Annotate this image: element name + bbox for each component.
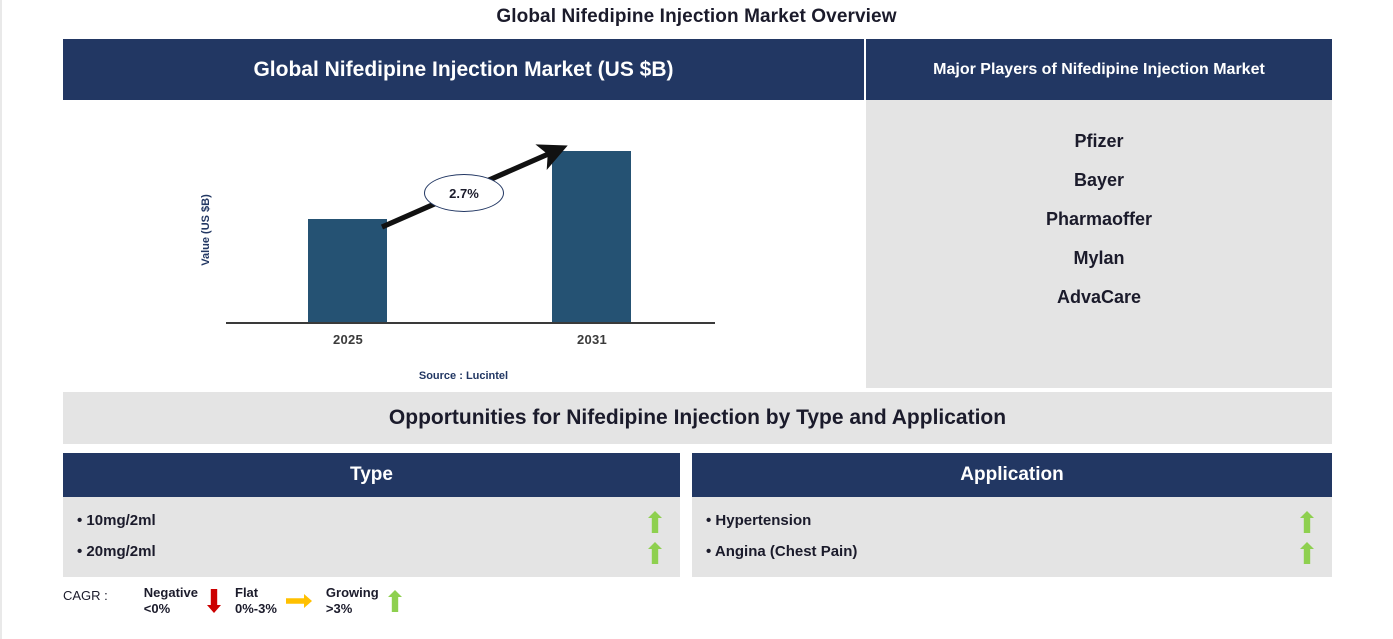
list-item: Pharmaoffer [1045, 209, 1153, 229]
list-item: Pfizer [1074, 131, 1124, 151]
cagr-legend-title: CAGR : [63, 588, 108, 603]
table-row: • 10mg/2ml [63, 505, 680, 536]
chart-tick-label-2031: 2031 [576, 332, 608, 347]
type-row-label: • 10mg/2ml [77, 512, 156, 529]
list-item: AdvaCare [1056, 287, 1142, 307]
arrow-up-green-icon [387, 588, 402, 614]
application-table-body: • Hypertension • Angina (Chest Pain) [692, 497, 1332, 577]
chart-x-axis [226, 322, 715, 324]
arrow-up-green-icon [1300, 540, 1314, 566]
application-table-header-label: Application [960, 464, 1064, 485]
chart-panel-body [63, 100, 864, 388]
table-row: • 20mg/2ml [63, 536, 680, 567]
players-panel-body: Pfizer Bayer Pharmaoffer Mylan AdvaCare [866, 100, 1332, 388]
opportunities-banner: Opportunities for Nifedipine Injection b… [63, 392, 1332, 444]
application-row-label: • Hypertension [706, 512, 812, 529]
players-panel-header: Major Players of Nifedipine Injection Ma… [866, 39, 1332, 100]
chart-source-note: Source : Lucintel [418, 370, 509, 382]
arrow-down-red-icon [207, 588, 221, 614]
arrow-up-green-icon [648, 509, 662, 535]
type-table-body: • 10mg/2ml • 20mg/2ml [63, 497, 680, 577]
cagr-legend-negative-name: Negative [143, 585, 198, 600]
cagr-legend-item-flat: Flat 0%-3% [235, 585, 312, 617]
cagr-legend-flat-name: Flat [235, 585, 259, 600]
cagr-legend-item-negative: Negative <0% [144, 585, 221, 617]
cagr-legend-flat-range: 0%-3% [235, 600, 277, 616]
list-item: Mylan [1073, 248, 1125, 268]
cagr-legend-flat-text: Flat 0%-3% [235, 585, 277, 617]
chart-bar-2025 [308, 219, 387, 322]
table-row: • Angina (Chest Pain) [692, 536, 1332, 567]
chart-y-axis-label-text: Value (US $B) [200, 194, 212, 266]
opportunities-banner-label: Opportunities for Nifedipine Injection b… [388, 406, 1007, 429]
type-table: Type • 10mg/2ml • 20mg/2ml [63, 453, 680, 577]
arrow-right-amber-icon [285, 588, 312, 614]
page-title: Global Nifedipine Injection Market Overv… [496, 6, 897, 27]
chart-y-axis-label: Value (US $B) [196, 175, 216, 285]
cagr-legend-growing-text: Growing >3% [326, 585, 379, 617]
type-row-label: • 20mg/2ml [77, 543, 156, 560]
table-row: • Hypertension [692, 505, 1332, 536]
cagr-callout-bubble: 2.7% [424, 174, 504, 212]
chart-bar-2031 [552, 151, 631, 322]
arrow-up-green-icon [1300, 509, 1314, 535]
cagr-legend-negative-text: Negative <0% [144, 585, 198, 617]
type-table-header-label: Type [350, 464, 393, 485]
chart-tick-label-2025: 2025 [332, 332, 364, 347]
cagr-legend-item-growing: Growing >3% [326, 585, 402, 617]
cagr-legend-negative-range: <0% [143, 600, 171, 616]
arrow-up-green-icon [648, 540, 662, 566]
cagr-legend-growing-range: >3% [325, 600, 353, 616]
list-item: Bayer [1073, 170, 1125, 190]
application-table-header: Application [692, 453, 1332, 497]
application-row-label: • Angina (Chest Pain) [706, 543, 858, 560]
players-panel-header-label: Major Players of Nifedipine Injection Ma… [933, 60, 1265, 78]
chart-panel-header-label: Global Nifedipine Injection Market (US $… [253, 57, 674, 81]
cagr-callout-value: 2.7% [449, 185, 479, 201]
cagr-legend-growing-name: Growing [325, 585, 379, 600]
left-edge-rule [0, 0, 2, 639]
chart-panel-header: Global Nifedipine Injection Market (US $… [63, 39, 864, 100]
cagr-legend: CAGR : Negative <0% Flat 0%-3% Growing >… [63, 585, 416, 617]
application-table: Application • Hypertension • Angina (Che… [692, 453, 1332, 577]
type-table-header: Type [63, 453, 680, 497]
